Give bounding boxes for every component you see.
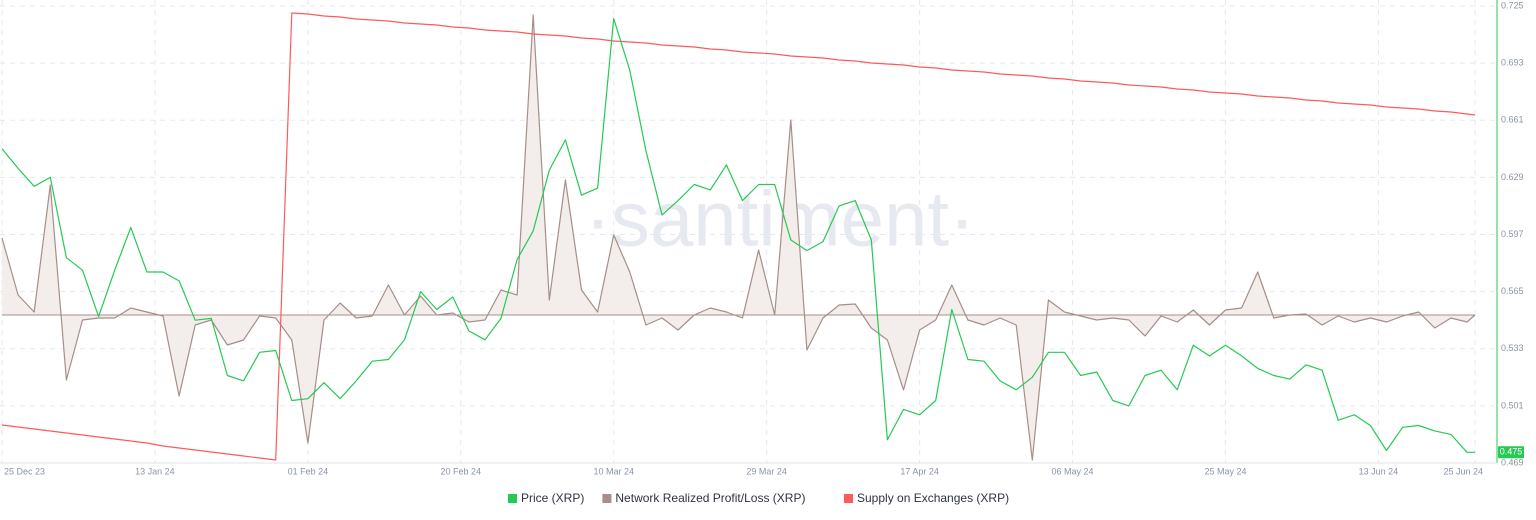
y-tick-label: 0.693 [1501,58,1524,68]
x-tick-label: 17 Apr 24 [900,466,939,476]
x-tick-label: 25 Dec 23 [4,466,45,476]
last-value-label: 0.475 [1500,447,1523,457]
y-tick-label: 0.661 [1501,115,1524,125]
x-tick-label: 20 Feb 24 [441,466,482,476]
last-value-box [1498,446,1524,459]
x-tick-label: 06 May 24 [1052,466,1094,476]
y-tick-label: 0.725 [1501,0,1524,10]
y-tick-label: 0.469 [1501,457,1524,467]
legend: Price (XRP) Network Realized Profit/Loss … [508,491,1009,505]
y-tick-label: 0.597 [1501,229,1524,239]
legend-swatch [508,494,517,503]
x-tick-label: 13 Jun 24 [1359,466,1399,476]
legend-label: Network Realized Profit/Loss (XRP) [615,491,805,505]
x-tick-label: 01 Feb 24 [288,466,329,476]
y-tick-label: 0.501 [1501,400,1524,410]
y-tick-label: 0.533 [1501,343,1524,353]
x-tick-label: 25 May 24 [1204,466,1246,476]
x-tick-label: 13 Jan 24 [135,466,175,476]
legend-swatch [844,494,853,503]
legend-label: Price (XRP) [521,491,584,505]
legend-swatch [602,494,612,503]
series-line [1,12,1476,461]
legend-label: Supply on Exchanges (XRP) [857,491,1009,505]
y-tick-label: 0.565 [1501,286,1524,296]
x-tick-label: 10 Mar 24 [593,466,634,476]
y-tick-label: 0.629 [1501,172,1524,182]
series-line [1,17,1475,453]
series-line [1,14,1476,461]
x-tick-label: 25 Jun 24 [1443,466,1483,476]
x-tick-label: 29 Mar 24 [746,466,787,476]
